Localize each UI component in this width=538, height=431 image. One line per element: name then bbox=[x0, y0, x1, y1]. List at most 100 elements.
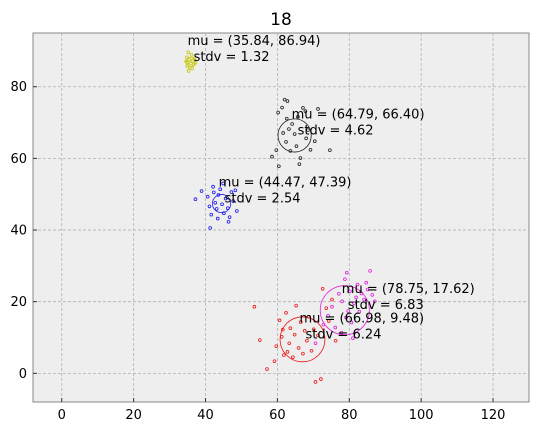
mu-label: mu = (35.84, 86.94) bbox=[188, 34, 321, 49]
data-point bbox=[284, 310, 288, 315]
data-point bbox=[265, 367, 269, 371]
data-point bbox=[214, 207, 219, 211]
mu-label: mu = (64.79, 66.40) bbox=[292, 107, 425, 122]
data-point bbox=[333, 338, 338, 343]
data-point bbox=[311, 327, 316, 332]
data-point bbox=[326, 313, 330, 318]
data-point bbox=[221, 181, 225, 186]
data-point bbox=[305, 338, 309, 343]
data-point bbox=[229, 190, 234, 194]
stdv-circle bbox=[277, 118, 312, 153]
data-point bbox=[357, 309, 362, 314]
mu-label: mu = (44.47, 47.39) bbox=[219, 176, 352, 191]
data-point bbox=[272, 359, 277, 363]
data-point bbox=[193, 197, 198, 202]
data-point bbox=[355, 282, 360, 287]
data-point bbox=[297, 162, 302, 166]
data-point bbox=[222, 211, 226, 216]
data-point bbox=[284, 140, 288, 144]
data-point bbox=[296, 115, 300, 119]
data-point bbox=[270, 154, 274, 159]
data-point bbox=[303, 109, 308, 113]
data-point bbox=[205, 194, 210, 199]
grid bbox=[33, 33, 529, 402]
stdv-circle bbox=[319, 285, 370, 336]
data-point bbox=[319, 377, 323, 381]
data-point bbox=[226, 219, 231, 224]
data-point bbox=[282, 353, 286, 357]
data-point bbox=[349, 320, 354, 325]
data-point bbox=[324, 306, 329, 310]
data-point bbox=[281, 131, 285, 135]
data-point bbox=[213, 201, 218, 205]
data-point bbox=[220, 202, 224, 207]
x-tick-label: 120 bbox=[481, 408, 506, 423]
data-point bbox=[290, 122, 294, 126]
data-point bbox=[294, 144, 299, 149]
data-point bbox=[330, 297, 334, 302]
data-point bbox=[282, 97, 287, 102]
data-point bbox=[330, 304, 334, 309]
data-point bbox=[292, 332, 297, 337]
data-point bbox=[301, 106, 305, 110]
stdv-label: stdv = 6.24 bbox=[305, 327, 381, 342]
y-tick-label: 0 bbox=[19, 367, 27, 382]
data-point bbox=[308, 147, 313, 152]
data-point bbox=[190, 58, 195, 63]
mu-label: mu = (66.98, 9.48) bbox=[299, 311, 424, 326]
data-point bbox=[296, 346, 301, 350]
data-point bbox=[328, 148, 332, 152]
data-point bbox=[274, 148, 279, 152]
plot-area bbox=[32, 32, 530, 403]
data-point bbox=[285, 99, 290, 103]
data-point bbox=[309, 348, 314, 353]
data-point bbox=[288, 326, 293, 331]
data-point bbox=[327, 319, 331, 323]
data-point bbox=[298, 156, 303, 160]
data-point bbox=[227, 215, 232, 219]
data-point bbox=[190, 66, 195, 71]
data-point bbox=[215, 216, 220, 221]
data-point bbox=[373, 299, 377, 304]
data-point bbox=[257, 338, 262, 342]
data-point bbox=[252, 304, 257, 309]
data-point bbox=[186, 50, 191, 55]
data-point bbox=[344, 270, 349, 275]
data-point bbox=[277, 318, 282, 323]
data-point bbox=[304, 136, 308, 141]
data-point bbox=[306, 128, 310, 132]
data-point bbox=[344, 315, 348, 320]
data-point bbox=[346, 309, 351, 313]
data-point bbox=[207, 204, 212, 209]
data-point bbox=[364, 280, 368, 285]
data-point bbox=[333, 325, 338, 330]
data-point bbox=[368, 269, 372, 273]
data-point bbox=[284, 116, 289, 121]
data-point bbox=[337, 292, 341, 296]
y-axis: 0 20 40 60 80 bbox=[10, 80, 37, 382]
data-point bbox=[188, 61, 193, 66]
data-point bbox=[218, 187, 223, 191]
data-point bbox=[189, 53, 194, 57]
stdv-circle bbox=[212, 194, 232, 214]
data-point bbox=[209, 212, 214, 217]
data-point bbox=[287, 127, 291, 131]
clusters bbox=[184, 50, 377, 384]
data-point bbox=[352, 301, 356, 305]
data-point bbox=[285, 350, 290, 354]
data-point bbox=[298, 320, 303, 324]
data-point bbox=[365, 287, 370, 292]
data-point bbox=[199, 189, 204, 193]
cluster-0 bbox=[184, 50, 198, 73]
stdv-circle bbox=[185, 56, 196, 68]
data-point bbox=[291, 355, 295, 360]
y-tick-label: 80 bbox=[10, 80, 27, 95]
data-point bbox=[211, 184, 215, 189]
data-point bbox=[316, 107, 320, 111]
data-point bbox=[370, 293, 375, 297]
data-point bbox=[274, 344, 279, 348]
chart-title: 18 bbox=[270, 10, 292, 30]
data-point bbox=[231, 199, 235, 203]
